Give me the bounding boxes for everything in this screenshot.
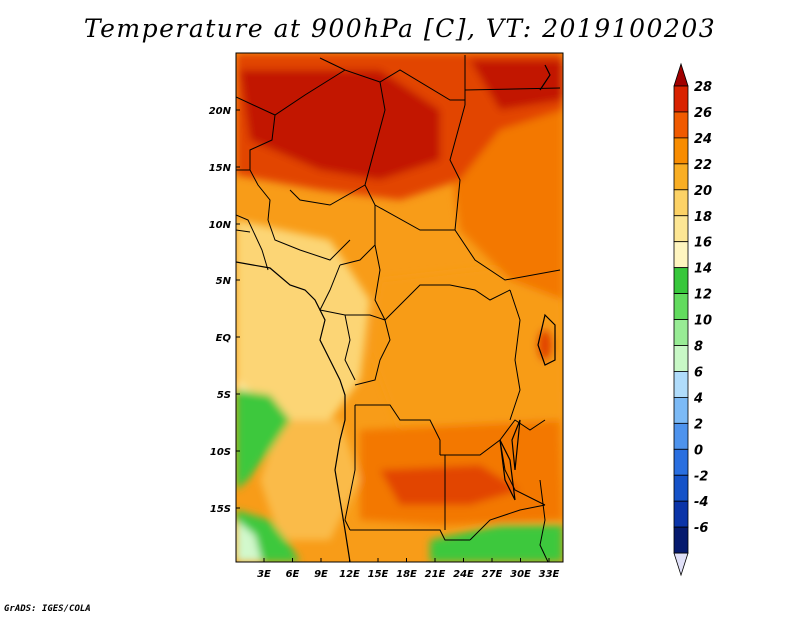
colorbar-swatch [673,293,689,320]
colorbar-swatch [673,215,689,243]
colorbar-label: 16 [694,236,712,251]
lat-label: 15N [209,163,232,174]
colorbar-swatch [673,85,689,113]
colorbar-label: 10 [694,314,712,329]
longitude-labels: 3E 6E 9E 12E 15E 18E 21E 24E 27E 30E 33E [257,558,560,580]
colorbar-swatch [673,448,689,476]
lat-label: 5S [217,390,231,401]
colorbar-swatch [673,500,689,528]
colorbar-bottom-arrow [673,552,689,577]
colorbar-label: 24 [694,132,712,147]
lon-label: 3E [257,569,271,580]
colorbar-swatch [673,163,689,191]
colorbar-swatch [673,111,689,139]
colorbar-swatch [673,241,689,269]
lat-label: 15S [210,504,231,515]
colorbar-label: -6 [694,521,708,536]
lon-label: 21E [425,569,446,580]
lat-label: 5N [216,276,232,287]
latitude-labels: 20N 15N 10N 5N EQ 5S 10S 15S [209,106,240,515]
lon-label: 9E [314,569,328,580]
colorbar-top-arrow [673,62,689,87]
lon-label: 33E [539,569,560,580]
lat-label: 10N [209,220,232,231]
colorbar-swatch [673,422,689,450]
colorbar-swatch [673,371,689,398]
colorbar-label: 8 [694,340,703,355]
colorbar-swatch [673,526,689,554]
colorbar-label: 26 [694,106,712,121]
map-frame [235,52,564,563]
lon-label: 15E [368,569,389,580]
lat-label: 10S [210,447,231,458]
colorbar-label: 12 [694,288,712,303]
colorbar-swatch [673,267,689,294]
chart-title: Temperature at 900hPa [C], VT: 201910020… [83,14,717,43]
colorbar-label: 4 [693,391,703,406]
colorbar-swatch [673,189,689,217]
lon-label: 30E [510,569,531,580]
colorbar-label: 2 [694,417,703,432]
lon-label: 27E [482,569,503,580]
lon-label: 18E [396,569,417,580]
colorbar-swatch [673,319,689,346]
colorbar-label: 20 [694,184,712,199]
colorbar-label: 6 [694,365,703,380]
colorbar-swatch [673,345,689,372]
colorbar-swatch [673,396,689,424]
lat-label: EQ [216,333,232,344]
lat-label: 20N [209,106,232,117]
colorbar-label: 0 [694,443,703,458]
colorbar-label: -2 [694,469,708,484]
lon-label: 24E [453,569,474,580]
lon-label: 12E [339,569,360,580]
colorbar-label: -4 [694,495,708,510]
credit-text: GrADS: IGES/COLA [4,604,91,614]
colorbar-swatch [673,474,689,502]
colorbar-swatch [673,137,689,165]
colorbar-label: 28 [694,80,712,95]
lon-label: 6E [286,569,300,580]
map-figure: 20N 15N 10N 5N EQ 5S 10S 15S 3E 6E 9E 12E 15E 18E 21E… [209,52,712,580]
temperature-field [236,53,563,562]
colorbar-label: 18 [694,210,712,225]
colorbar-label: 22 [694,158,712,173]
colorbar-label: 14 [694,262,712,277]
